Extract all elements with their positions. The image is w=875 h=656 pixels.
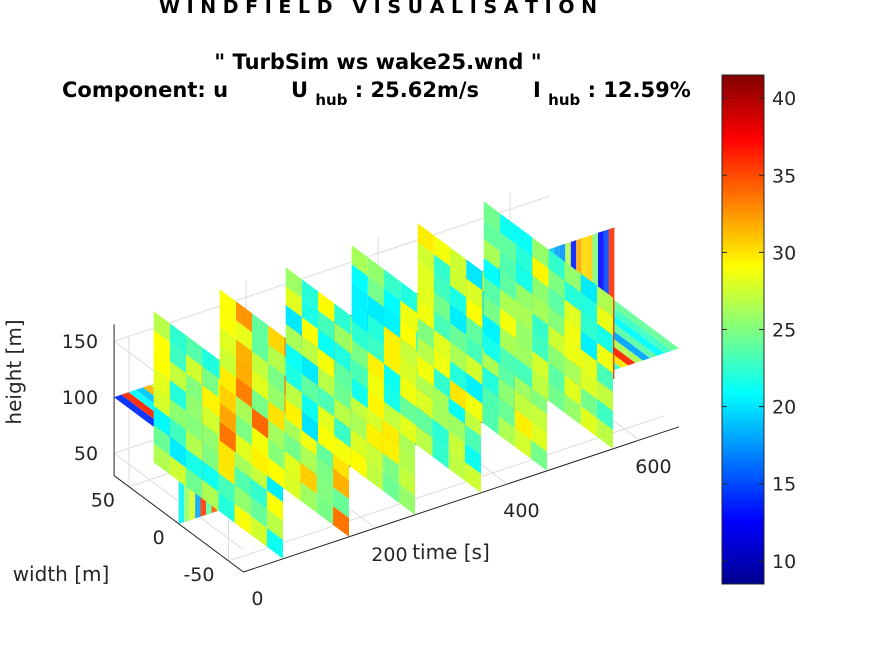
colorbar-tick-label: 25 <box>772 320 796 342</box>
ihub-symbol: I <box>533 78 541 102</box>
time-slice-560 <box>483 201 613 449</box>
colorbar-tick-label: 30 <box>772 242 796 264</box>
y-tick-label: 0 <box>153 527 165 549</box>
component-label: Component: u <box>62 78 228 102</box>
ylabel: width [m] <box>13 562 110 586</box>
x-tick-label: 0 <box>251 588 263 610</box>
uhub-value: : 25.62m/s <box>355 78 479 102</box>
colorbar: 10 15 20 25 30 35 40 <box>721 74 796 585</box>
uhub-subscript: hub <box>315 91 347 109</box>
colorbar-tick-label: 40 <box>772 88 796 110</box>
y-tick-label: -50 <box>183 564 214 586</box>
z-tick-label: 150 <box>62 331 98 353</box>
colorbar-tick-label: 20 <box>772 397 796 419</box>
colorbar-tick-label: 10 <box>772 551 796 573</box>
colorbar-tick-label: 15 <box>772 474 796 496</box>
colorbar-gradient <box>721 74 765 585</box>
xlabel: time [s] <box>412 540 490 564</box>
z-tick-label: 50 <box>74 443 98 465</box>
vertical-slices <box>153 201 615 559</box>
ihub-value: : 12.59% <box>588 78 691 102</box>
z-tick-label: 100 <box>62 387 98 409</box>
x-tick-label: 600 <box>635 456 671 478</box>
chart-title: " TurbSim ws wake25.wnd " <box>214 50 541 74</box>
chart-subtitle: Component: u U hub : 25.62m/s I hub : 12… <box>62 78 691 110</box>
axis-ticks: 0 200 400 600 -50 0 50 50 100 150 <box>62 331 672 610</box>
colorbar-tick-label: 35 <box>772 165 796 187</box>
uhub-symbol: U <box>291 78 308 102</box>
x-tick-label: 200 <box>371 544 407 566</box>
y-tick-label: 50 <box>91 490 115 512</box>
x-tick-label: 400 <box>503 500 539 522</box>
suptitle: W I N D F I E L D V I S U A L I S A T I … <box>159 0 597 18</box>
zlabel: height [m] <box>2 319 26 424</box>
ihub-subscript: hub <box>548 91 580 109</box>
